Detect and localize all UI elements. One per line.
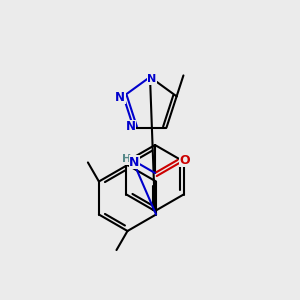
Text: H: H <box>122 154 131 164</box>
Text: N: N <box>147 74 157 84</box>
Text: N: N <box>125 120 136 133</box>
Text: N: N <box>129 155 140 169</box>
Text: O: O <box>179 154 190 166</box>
Text: N: N <box>116 91 125 104</box>
